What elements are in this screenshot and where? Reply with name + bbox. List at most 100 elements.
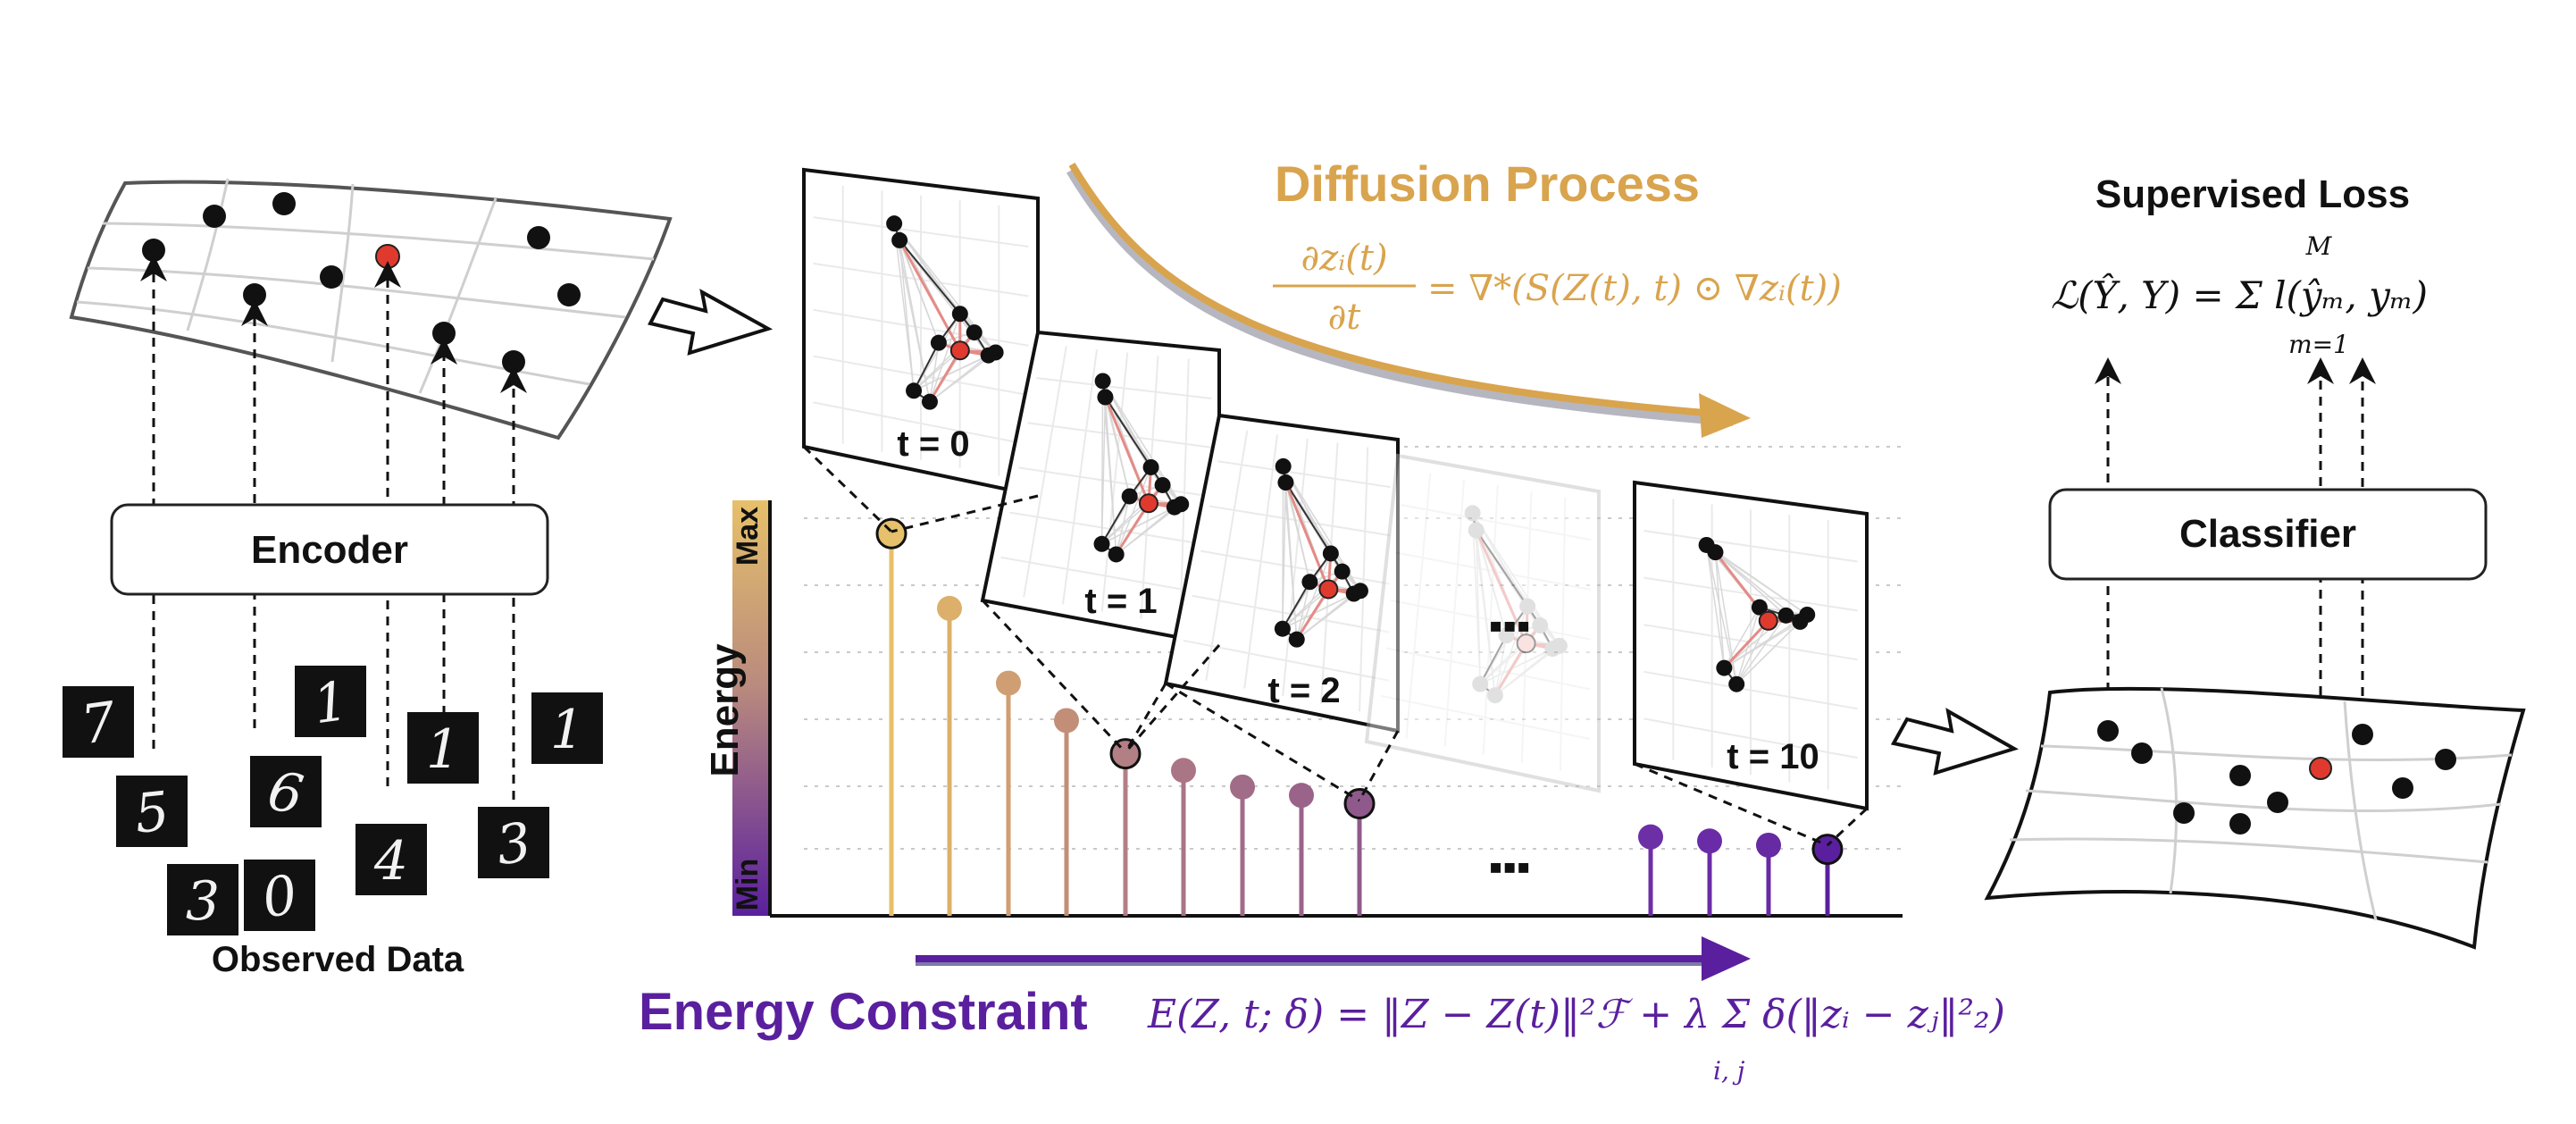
graph-node [886, 215, 903, 232]
graph-node [1728, 675, 1745, 692]
digit-glyph: 3 [186, 870, 220, 933]
graph-node [906, 382, 923, 399]
graph-node [1532, 617, 1549, 633]
diffusion-arrow [1066, 162, 1751, 438]
graph-node [1097, 389, 1114, 406]
loss-sum-bottom: m=1 [2288, 330, 2349, 359]
graph-node [1799, 606, 1816, 623]
energy-constraint-arrow [916, 936, 1751, 981]
graph-node [1777, 607, 1794, 624]
energy-stem [1638, 824, 1663, 916]
digit-tile: 5 [116, 776, 188, 847]
graph-node [1318, 579, 1339, 600]
graph-node [1154, 476, 1171, 493]
graph-node [1277, 474, 1294, 491]
graph-node [951, 306, 968, 323]
digit-tile: 3 [167, 864, 238, 935]
graph-node [1519, 598, 1536, 615]
graph-node [966, 324, 983, 341]
digit-tile: 1 [295, 666, 366, 737]
output-manifold [1984, 686, 2526, 950]
graph-node [1094, 373, 1111, 390]
graph-node [949, 340, 970, 361]
graph-node [1498, 627, 1515, 644]
digit-tile: 7 [63, 686, 134, 758]
energy-stem [937, 595, 962, 916]
energy-stem [875, 517, 907, 916]
digit-glyph: 5 [132, 780, 172, 846]
highlight-node-output [2309, 757, 2332, 780]
graph-node [1275, 457, 1292, 474]
input-manifold [69, 178, 673, 440]
graph-node [1274, 620, 1291, 637]
highlight-node [375, 244, 400, 269]
graph-node [1108, 546, 1125, 563]
graph-node [921, 393, 938, 410]
graph-node [1351, 583, 1368, 600]
graph-node [1486, 687, 1503, 704]
graph-node [1138, 493, 1158, 514]
graph-node [1716, 659, 1733, 676]
loss-equation-main: ℒ(Ŷ, Y) = Σ l(ŷₘ, yₘ) [2051, 273, 2428, 317]
snapshot-panel [1364, 453, 1601, 793]
graph-node [1472, 675, 1489, 692]
snapshot-panels: t = 0 t = 1 t = 2 ▪▪▪ t = 10 [802, 167, 1869, 847]
energy-stem [1230, 774, 1255, 916]
graph-node [1758, 610, 1778, 631]
energy-stem [1289, 783, 1314, 916]
graph-node [987, 344, 1004, 361]
time-label: t = 1 [1084, 582, 1157, 621]
supervised-loss-title: Supervised Loss [2095, 172, 2410, 216]
energy-stem [1756, 832, 1781, 916]
energy-stem [1054, 708, 1079, 916]
graph-node [1173, 496, 1190, 513]
graph-node [891, 231, 908, 248]
energy-colorbar [732, 500, 770, 916]
energy-constraint-title: Energy Constraint [639, 983, 1088, 1041]
graph-node [1544, 641, 1561, 658]
encoder-box: Encoder [110, 503, 549, 596]
encoder-label: Encoder [251, 528, 408, 572]
loss-equation: M ℒ(Ŷ, Y) = Σ l(ŷₘ, yₘ) m=1 [2051, 231, 2428, 359]
graph-node [1142, 458, 1159, 475]
digit-tile: 6 [250, 756, 322, 827]
digit-glyph: 4 [373, 830, 408, 893]
graph-node [1288, 631, 1305, 648]
digit-tile: 0 [244, 860, 315, 931]
graph-node [1301, 574, 1318, 591]
graph-node [1751, 599, 1768, 616]
time-label: t = 2 [1267, 671, 1340, 710]
energy-min-label: Min [731, 859, 765, 911]
energy-axis-label: Energy [703, 643, 747, 777]
energy-stem [1343, 787, 1376, 916]
time-label: t = 10 [1727, 737, 1819, 776]
panel-connector-lines [802, 445, 1869, 847]
chart-ellipsis: ▪▪▪ [1489, 845, 1531, 889]
energy-max-label: Max [731, 507, 765, 566]
loss-sum-top: M [2305, 231, 2333, 261]
graph-node [1516, 633, 1536, 654]
graph-node [1121, 488, 1138, 505]
observed-data-label: Observed Data [212, 940, 464, 979]
transition-arrow-left [648, 289, 774, 356]
snapshot-panel: t = 10 [1633, 480, 1869, 811]
diffusion-eq-rhs: = ∇*(S(Z(t), t) ⊙ ∇zᵢ(t)) [1427, 268, 1842, 309]
diffusion-eq-denominator: ∂t [1328, 297, 1362, 338]
graph-node [1334, 563, 1351, 580]
diffusion-equation: ∂zᵢ(t) ∂t = ∇*(S(Z(t), t) ⊙ ∇zᵢ(t)) [1273, 238, 1842, 338]
energy-stem [1697, 828, 1722, 916]
transition-arrow-right [1890, 708, 2020, 776]
energy-constraint-equation: E(Z, t; δ) = ‖Z − Z(t)‖²ℱ + λ Σ δ(‖zᵢ − … [1147, 992, 2005, 1037]
panel-ellipsis: ▪▪▪ [1489, 604, 1531, 648]
classifier-label: Classifier [2179, 512, 2356, 556]
energy-stem [1811, 834, 1844, 916]
graph-node [1551, 637, 1568, 654]
time-label: t = 0 [897, 424, 969, 464]
digit-glyph: 1 [550, 699, 584, 761]
classifier-box: Classifier [2048, 488, 2488, 581]
snapshot-panel: t = 0 [802, 167, 1040, 499]
graph-node [930, 334, 947, 351]
digit-tile: 4 [355, 824, 427, 895]
